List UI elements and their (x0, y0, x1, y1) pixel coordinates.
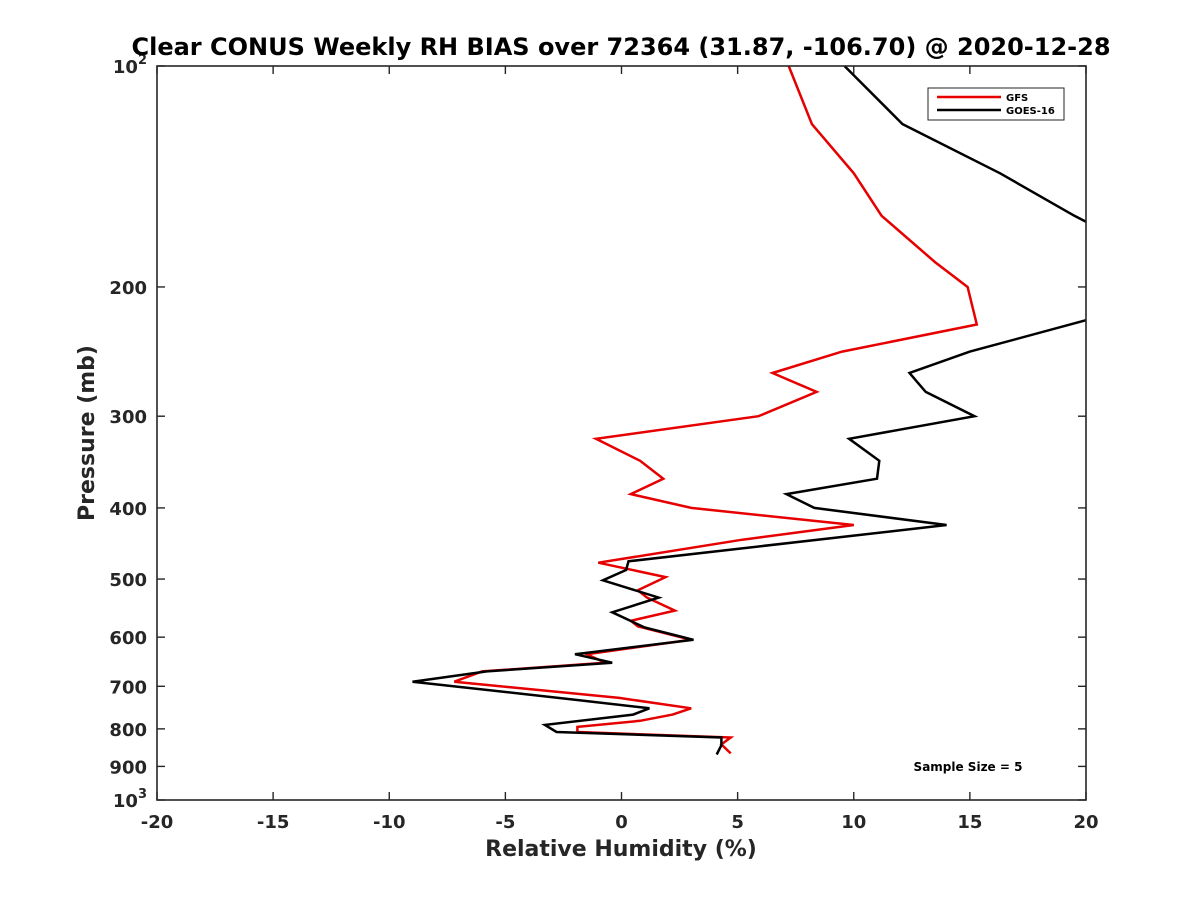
legend-label-gfs: GFS (1006, 93, 1028, 104)
x-tick-label: -5 (495, 812, 515, 833)
y-tick-label: 800 (109, 720, 147, 741)
x-tick-label: -15 (257, 812, 290, 833)
legend: GFS GOES-16 (927, 87, 1065, 121)
y-tick-label: 600 (109, 628, 147, 649)
y-axis-label: Pressure (mb) (75, 345, 100, 521)
y-tick-label: 103 (113, 787, 147, 812)
legend-box (927, 87, 1065, 121)
y-tick-label: 500 (109, 570, 147, 591)
x-tick-label: -20 (141, 812, 174, 833)
chart-title: Clear CONUS Weekly RH BIAS over 72364 (3… (131, 33, 1110, 61)
y-tick-label: 300 (109, 407, 147, 428)
x-tick-label: 0 (615, 812, 628, 833)
plot-axes-box (156, 65, 1087, 801)
y-tick-label: 900 (109, 757, 147, 778)
y-tick-label: 400 (109, 499, 147, 520)
legend-label-goes16: GOES-16 (1006, 106, 1055, 117)
x-tick-label: 5 (731, 812, 744, 833)
x-tick-label: 20 (1073, 812, 1098, 833)
x-axis-ticks: -20 -15 -10 -5 0 5 10 15 20 (141, 66, 1099, 833)
y-tick-label: 700 (109, 677, 147, 698)
y-tick-label: 200 (109, 278, 147, 299)
plot-lines (412, 65, 1087, 756)
series-line-gfs (453, 65, 979, 755)
x-tick-label: 15 (957, 812, 982, 833)
y-tick-label: 102 (113, 53, 147, 78)
series-line-goes16 (412, 65, 1087, 756)
x-tick-label: -10 (373, 812, 406, 833)
y-axis-ticks: 102 200 300 400 500 600 700 800 900 103 (109, 53, 1086, 812)
sample-size-annotation: Sample Size = 5 (914, 760, 1023, 774)
x-tick-label: 10 (841, 812, 866, 833)
x-axis-label: Relative Humidity (%) (485, 837, 757, 862)
